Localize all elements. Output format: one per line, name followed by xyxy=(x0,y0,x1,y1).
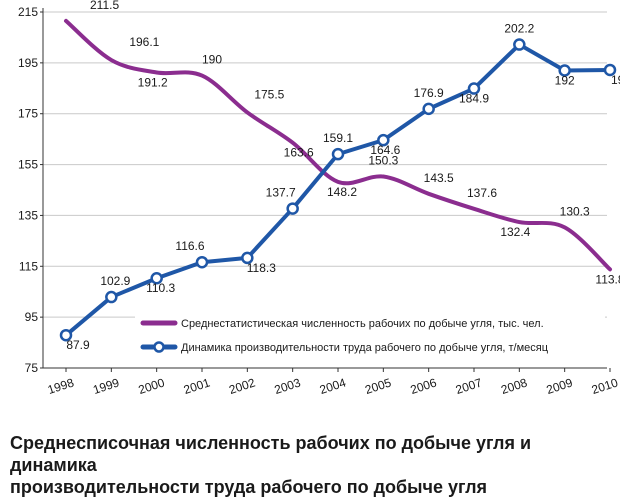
data-label-workers: 190 xyxy=(202,53,222,67)
data-label-productivity: 110.3 xyxy=(146,281,175,295)
data-label-workers: 132.4 xyxy=(500,225,530,239)
chart-svg: 75 95 115 135 155 175 195 215 1998 1999 2000 2001 2… xyxy=(18,0,620,397)
y-tick-label: 75 xyxy=(25,361,39,375)
data-label-productivity: 192 xyxy=(555,73,575,87)
data-point-productivity xyxy=(513,38,526,51)
x-tick-label: 2000 xyxy=(137,375,167,397)
data-label-workers: 163.6 xyxy=(284,146,314,160)
line-chart: 75 95 115 135 155 175 195 215 1998 1999 2000 2001 2… xyxy=(18,0,620,397)
data-point-productivity xyxy=(377,133,390,147)
caption-line-1: Среднесписочная численность рабочих по д… xyxy=(10,433,532,475)
legend-label-productivity: Динамика производительности труда рабоче… xyxy=(181,342,549,354)
data-label-workers: 137.6 xyxy=(467,186,497,200)
chart-caption: Среднесписочная численность рабочих по д… xyxy=(10,432,610,498)
y-tick-label: 175 xyxy=(18,107,38,121)
data-label-workers: 211.5 xyxy=(90,0,119,12)
data-label-workers: 113.8 xyxy=(595,272,620,286)
data-label-workers: 191.2 xyxy=(138,76,168,90)
data-label-productivity: 137.7 xyxy=(266,186,296,200)
x-tick-label: 2009 xyxy=(545,375,575,397)
data-point-productivity xyxy=(603,63,617,77)
legend-background xyxy=(135,312,605,362)
data-point-productivity xyxy=(195,255,209,269)
data-label-productivity: 164.6 xyxy=(370,143,400,157)
data-labels: 211.5 196.1 191.2 190 175.5 163.6 148.2 150.3 14… xyxy=(66,0,620,352)
x-tick-label: 2007 xyxy=(454,375,484,397)
series-line-workers xyxy=(64,18,612,272)
legend-label-workers: Среднестатистическая численность рабочих… xyxy=(181,318,544,330)
x-tick-label: 2001 xyxy=(182,375,212,397)
data-point-productivity xyxy=(286,202,299,215)
x-tick-label: 2008 xyxy=(499,375,529,397)
legend-marker-productivity xyxy=(153,341,165,353)
data-label-productivity: 159.1 xyxy=(323,131,353,145)
data-point-productivity xyxy=(422,102,435,116)
x-tick-labels: 1998 1999 2000 2001 2002 2003 2004 2005 2006 2007… xyxy=(46,375,620,397)
legend: Среднестатистическая численность рабочих… xyxy=(135,312,605,362)
data-point-productivity xyxy=(150,271,163,285)
caption-line-2: производительности труда рабочего по доб… xyxy=(10,477,487,497)
data-point-productivity xyxy=(558,64,571,77)
data-label-workers: 148.2 xyxy=(327,185,357,199)
data-label-productivity: 116.6 xyxy=(175,239,204,253)
y-tick-label: 95 xyxy=(25,310,39,324)
y-tick-label: 215 xyxy=(18,5,38,19)
y-tick-label: 155 xyxy=(18,158,38,172)
x-tick-label: 2010 xyxy=(590,375,620,397)
x-tick-label: 2002 xyxy=(227,375,257,397)
x-tick-label: 1999 xyxy=(91,375,121,397)
data-point-productivity xyxy=(59,328,73,342)
data-point-productivity xyxy=(105,290,118,304)
data-label-workers: 196.1 xyxy=(129,35,159,49)
grid xyxy=(43,11,607,318)
data-label-workers: 175.5 xyxy=(254,87,284,101)
data-label-productivity: 118.3 xyxy=(247,261,276,275)
x-tick-label: 1998 xyxy=(46,375,76,397)
x-tick-label: 2006 xyxy=(409,375,439,397)
data-label-productivity: 202.2 xyxy=(504,22,534,36)
data-label-workers: 150.3 xyxy=(368,154,398,168)
data-label-productivity: 184.9 xyxy=(459,92,489,106)
data-label-workers: 143.5 xyxy=(424,171,454,185)
data-point-productivity xyxy=(467,82,481,95)
data-label-productivity: 102.9 xyxy=(100,274,130,288)
data-label-productivity: 176.9 xyxy=(414,86,444,100)
x-tick-label: 2005 xyxy=(363,375,393,397)
x-tick-label: 2003 xyxy=(273,375,303,397)
data-label-productivity: 192.2 xyxy=(611,73,620,87)
data-point-productivity xyxy=(331,147,345,161)
y-tick-labels: 75 95 115 135 155 175 195 215 xyxy=(18,5,38,375)
data-point-productivity xyxy=(241,251,254,265)
y-tick-label: 115 xyxy=(19,259,38,273)
data-label-workers: 130.3 xyxy=(560,204,590,218)
data-label-productivity: 87.9 xyxy=(66,338,90,352)
series xyxy=(59,18,617,342)
axes xyxy=(40,8,611,372)
y-tick-label: 195 xyxy=(18,56,38,70)
y-tick-label: 135 xyxy=(18,208,38,222)
x-tick-label: 2004 xyxy=(318,375,348,397)
